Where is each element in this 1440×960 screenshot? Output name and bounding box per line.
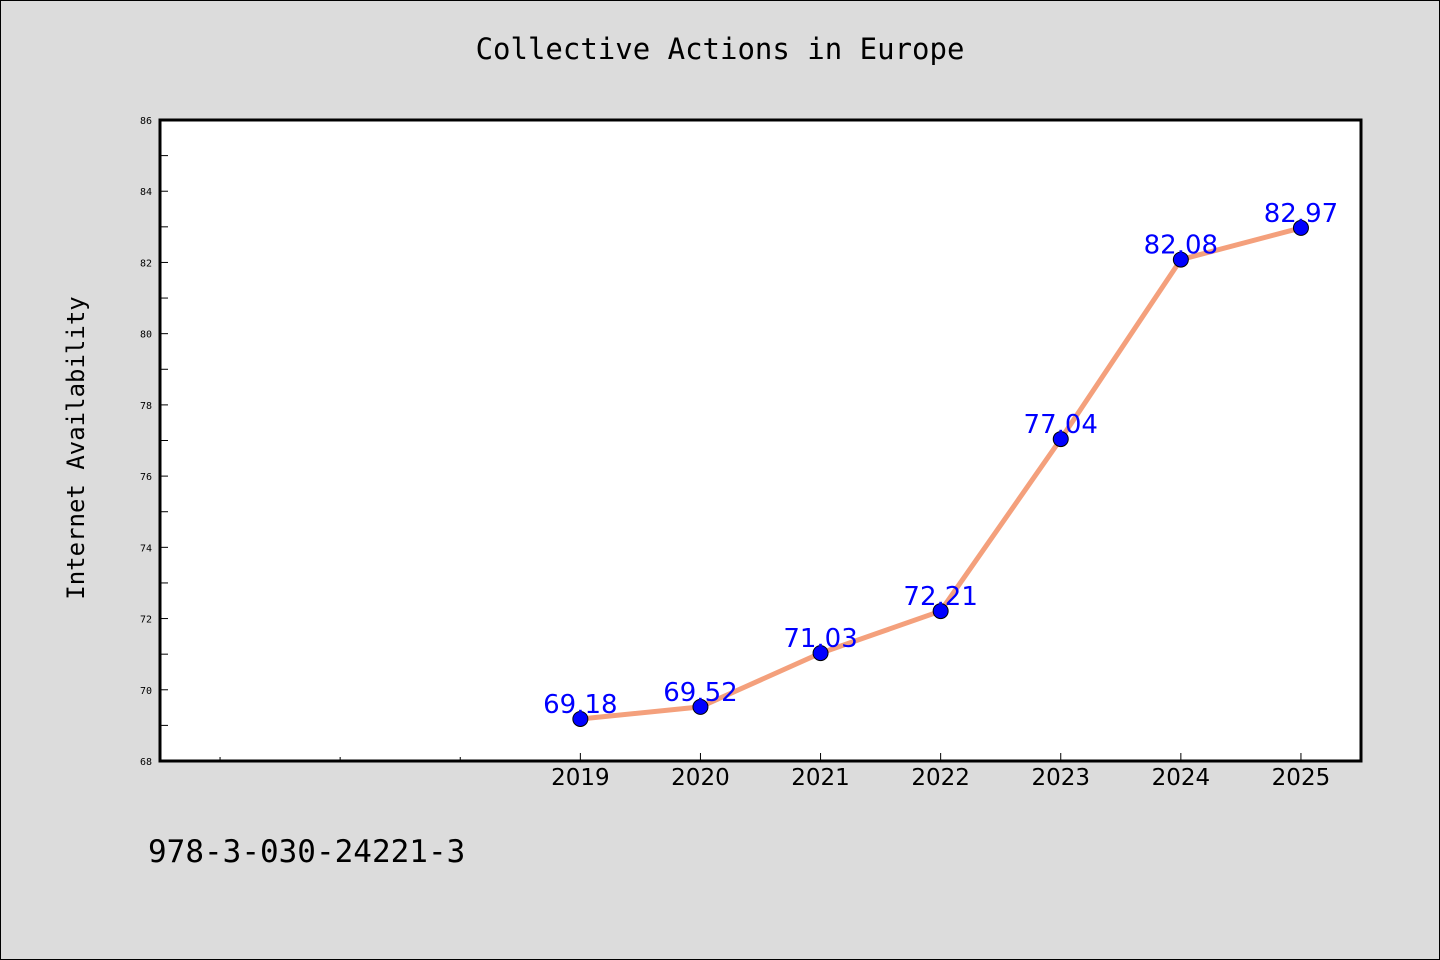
data-label: 72.21: [903, 582, 977, 612]
data-point: [572, 710, 589, 727]
data-label: 82.97: [1264, 199, 1338, 229]
y-tick-label: 70: [140, 686, 152, 697]
data-point: [812, 645, 829, 662]
data-point: [932, 603, 949, 620]
x-tick-label: 2021: [791, 765, 850, 791]
series-group: 69.18 69.52 71.03 72.21 77.04 82.08 82.97: [543, 199, 1338, 727]
x-tick-label: 2022: [911, 765, 970, 791]
y-tick-label: 84: [140, 187, 152, 198]
data-label: 77.04: [1024, 410, 1098, 440]
x-axis-ticks: 2019 2020 2021 2022 2023 2024 2025: [219, 753, 1331, 791]
y-tick-label: 72: [140, 615, 152, 626]
chart-title: Collective Actions in Europe: [475, 32, 965, 66]
data-label: 69.52: [663, 678, 737, 708]
data-point: [1292, 219, 1309, 236]
x-tick-label: 2019: [551, 765, 610, 791]
data-point: [1172, 251, 1189, 268]
x-tick-label: 2024: [1152, 765, 1211, 791]
x-tick-label: 2020: [671, 765, 730, 791]
data-label: 71.03: [783, 624, 857, 654]
y-tick-label: 80: [140, 330, 152, 341]
data-point: [692, 698, 709, 715]
x-tick-label: 2023: [1031, 765, 1090, 791]
data-point: [1052, 431, 1069, 448]
data-label: 82.08: [1144, 231, 1218, 261]
y-tick-label: 76: [140, 472, 152, 483]
y-tick-label: 82: [140, 258, 152, 269]
plot-area: [158, 118, 1363, 763]
data-label: 69.18: [543, 690, 617, 720]
x-tick-label: 2025: [1272, 765, 1331, 791]
y-tick-label: 78: [140, 401, 152, 412]
y-tick-label: 74: [140, 543, 152, 554]
isbn-text: 978-3-030-24221-3: [148, 834, 466, 870]
y-axis-ticks: 68 70 72 74 76 78 80 82 84 86: [140, 116, 168, 768]
y-tick-label: 86: [140, 116, 152, 127]
y-tick-label: 68: [140, 757, 152, 768]
